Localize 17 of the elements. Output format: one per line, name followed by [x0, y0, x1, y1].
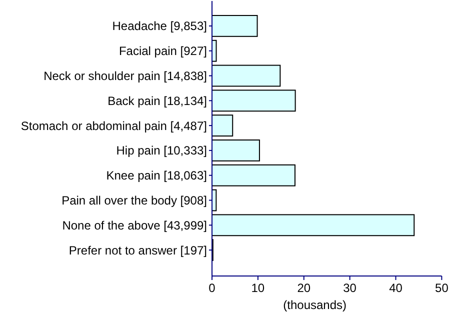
y-tick-label: Pain all over the body [908] [62, 193, 207, 208]
x-tick-label: 30 [343, 281, 357, 295]
y-tick-label: Back pain [18,134] [108, 94, 207, 108]
x-tick-label: 50 [435, 281, 449, 295]
x-tick-label: 20 [297, 281, 311, 295]
x-axis-title: (thousands) [283, 298, 347, 312]
x-tick-label: 40 [389, 281, 403, 295]
y-tick-label: Headache [9,853] [112, 19, 207, 34]
x-tick-label: 10 [251, 281, 265, 295]
y-tick-label: Stomach or abdominal pain [4,487] [20, 118, 207, 133]
y-tick-label: Neck or shoulder pain [14,838] [44, 68, 207, 83]
y-tick-label: Hip pain [10,333] [116, 144, 207, 158]
y-tick-label: Facial pain [927] [118, 44, 207, 58]
y-tick-label: Prefer not to answer [197] [68, 243, 207, 258]
x-tick-label: 0 [208, 281, 216, 295]
y-tick-label: Knee pain [18,063] [106, 168, 207, 183]
y-tick-label: None of the above [43,999] [62, 218, 207, 232]
